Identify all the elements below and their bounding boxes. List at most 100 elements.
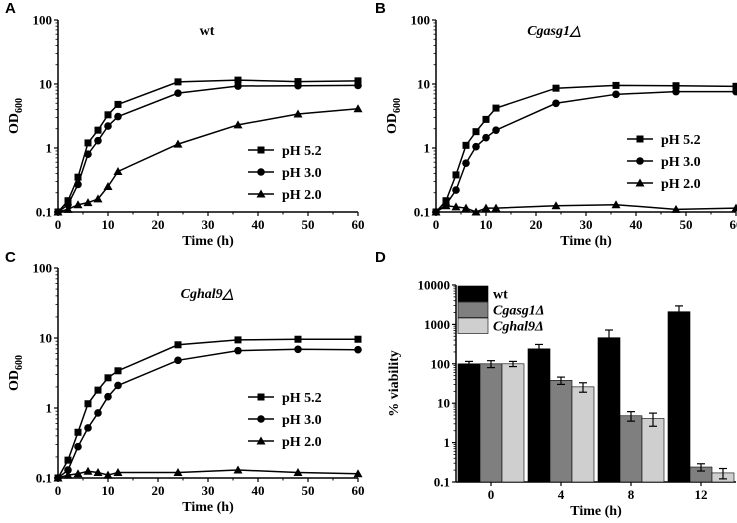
data-point	[113, 166, 123, 175]
data-point	[452, 171, 460, 179]
data-point	[84, 150, 92, 159]
series-line	[57, 469, 359, 479]
data-point	[174, 89, 182, 97]
data-point	[83, 198, 93, 207]
panel-letter: D	[375, 249, 386, 266]
bar	[549, 380, 573, 483]
y-tick-label: 1	[46, 141, 53, 156]
bar	[571, 386, 595, 483]
data-point	[481, 203, 491, 212]
y-tick-label: 100	[33, 261, 53, 276]
data-point	[451, 202, 461, 211]
bar	[527, 348, 551, 483]
legend-marker	[256, 189, 266, 198]
y-axis-title: % viability	[387, 350, 402, 417]
data-point	[482, 115, 490, 123]
data-point	[353, 104, 363, 113]
x-tick-label: 20	[152, 217, 165, 232]
y-tick-label: 0.1	[434, 475, 450, 490]
data-point	[462, 159, 470, 167]
data-point	[492, 126, 500, 134]
data-point	[113, 467, 123, 476]
data-point	[671, 204, 681, 213]
data-point	[233, 120, 243, 129]
data-point	[64, 200, 72, 209]
data-point	[114, 112, 122, 121]
x-axis-title: Time (h)	[570, 504, 622, 519]
y-tick-label: 10	[417, 77, 430, 92]
data-point	[174, 356, 182, 365]
data-point	[174, 78, 182, 86]
data-point	[472, 142, 480, 151]
legend-marker	[635, 178, 645, 187]
x-tick-label: 12	[695, 487, 708, 502]
x-tick-label: 40	[252, 217, 265, 232]
panel-b: B Cgasg1△ 0 10 20 30 40 50 60 0.1 1 10 100 Time (h) OD…	[375, 0, 737, 249]
x-axis-title: Time (h)	[182, 500, 234, 515]
y-tick-label: 10	[437, 396, 450, 411]
panel-letter: B	[375, 0, 386, 17]
data-point	[103, 470, 113, 479]
data-point	[732, 87, 737, 96]
data-point	[234, 336, 242, 344]
data-point	[174, 341, 182, 349]
series-pH-2-0	[431, 200, 737, 216]
data-point	[552, 99, 560, 108]
data-point	[294, 335, 302, 343]
data-point	[234, 76, 242, 84]
data-point	[293, 467, 303, 476]
data-point	[612, 90, 620, 99]
legend-label: Cgasg1Δ	[493, 304, 545, 319]
bar	[597, 337, 621, 483]
data-point	[294, 78, 302, 86]
data-point	[612, 81, 620, 89]
legend-marker	[257, 146, 265, 154]
data-point	[233, 465, 243, 474]
data-point	[64, 466, 72, 474]
x-tick-label: 0	[55, 483, 62, 498]
data-point	[294, 345, 302, 354]
legend-label: pH 3.0	[282, 166, 322, 181]
legend-label: pH 5.2	[661, 133, 701, 148]
panel-d: D 0.1 1 10 100 1000 10000 0 4 8 12 Time (h) % viabil…	[375, 249, 736, 519]
series-pH-2-0	[53, 104, 363, 216]
series-line	[435, 90, 736, 213]
y-axis-title: OD600	[7, 355, 25, 391]
data-point	[731, 203, 737, 212]
legend-label: wt	[493, 288, 508, 303]
data-point	[173, 467, 183, 476]
data-point	[491, 203, 501, 212]
data-point	[732, 82, 737, 90]
data-point	[672, 82, 680, 90]
y-axis-title-sub: 600	[392, 98, 403, 113]
data-point	[114, 381, 122, 390]
data-point	[63, 470, 73, 479]
data-point	[84, 424, 92, 432]
panel-letter: C	[5, 249, 16, 266]
series-pH-2-0	[53, 465, 363, 482]
data-point	[294, 81, 302, 90]
bar	[667, 311, 691, 483]
x-tick-label: 60	[730, 217, 737, 232]
data-point	[114, 367, 122, 375]
legend-marker	[636, 135, 644, 143]
y-axis-title-main: OD	[385, 113, 400, 134]
y-tick-label: 1	[444, 435, 451, 450]
y-tick-label: 10	[39, 77, 52, 92]
data-point	[114, 100, 122, 108]
legend-label: pH 2.0	[282, 188, 322, 203]
x-tick-label: 60	[352, 217, 365, 232]
y-axis-title: OD600	[7, 98, 25, 134]
data-point	[234, 82, 242, 90]
chart-title: Cghal9△	[181, 287, 234, 302]
data-point	[611, 200, 621, 209]
legend-marker	[636, 157, 644, 165]
x-tick-label: 0	[488, 487, 495, 502]
x-tick-label: 0	[55, 217, 62, 232]
bar	[501, 363, 525, 483]
y-axis-title-main: OD	[7, 113, 22, 134]
legend-label: pH 2.0	[282, 435, 322, 450]
bar	[457, 363, 481, 483]
series-pH-3-0	[432, 87, 737, 216]
